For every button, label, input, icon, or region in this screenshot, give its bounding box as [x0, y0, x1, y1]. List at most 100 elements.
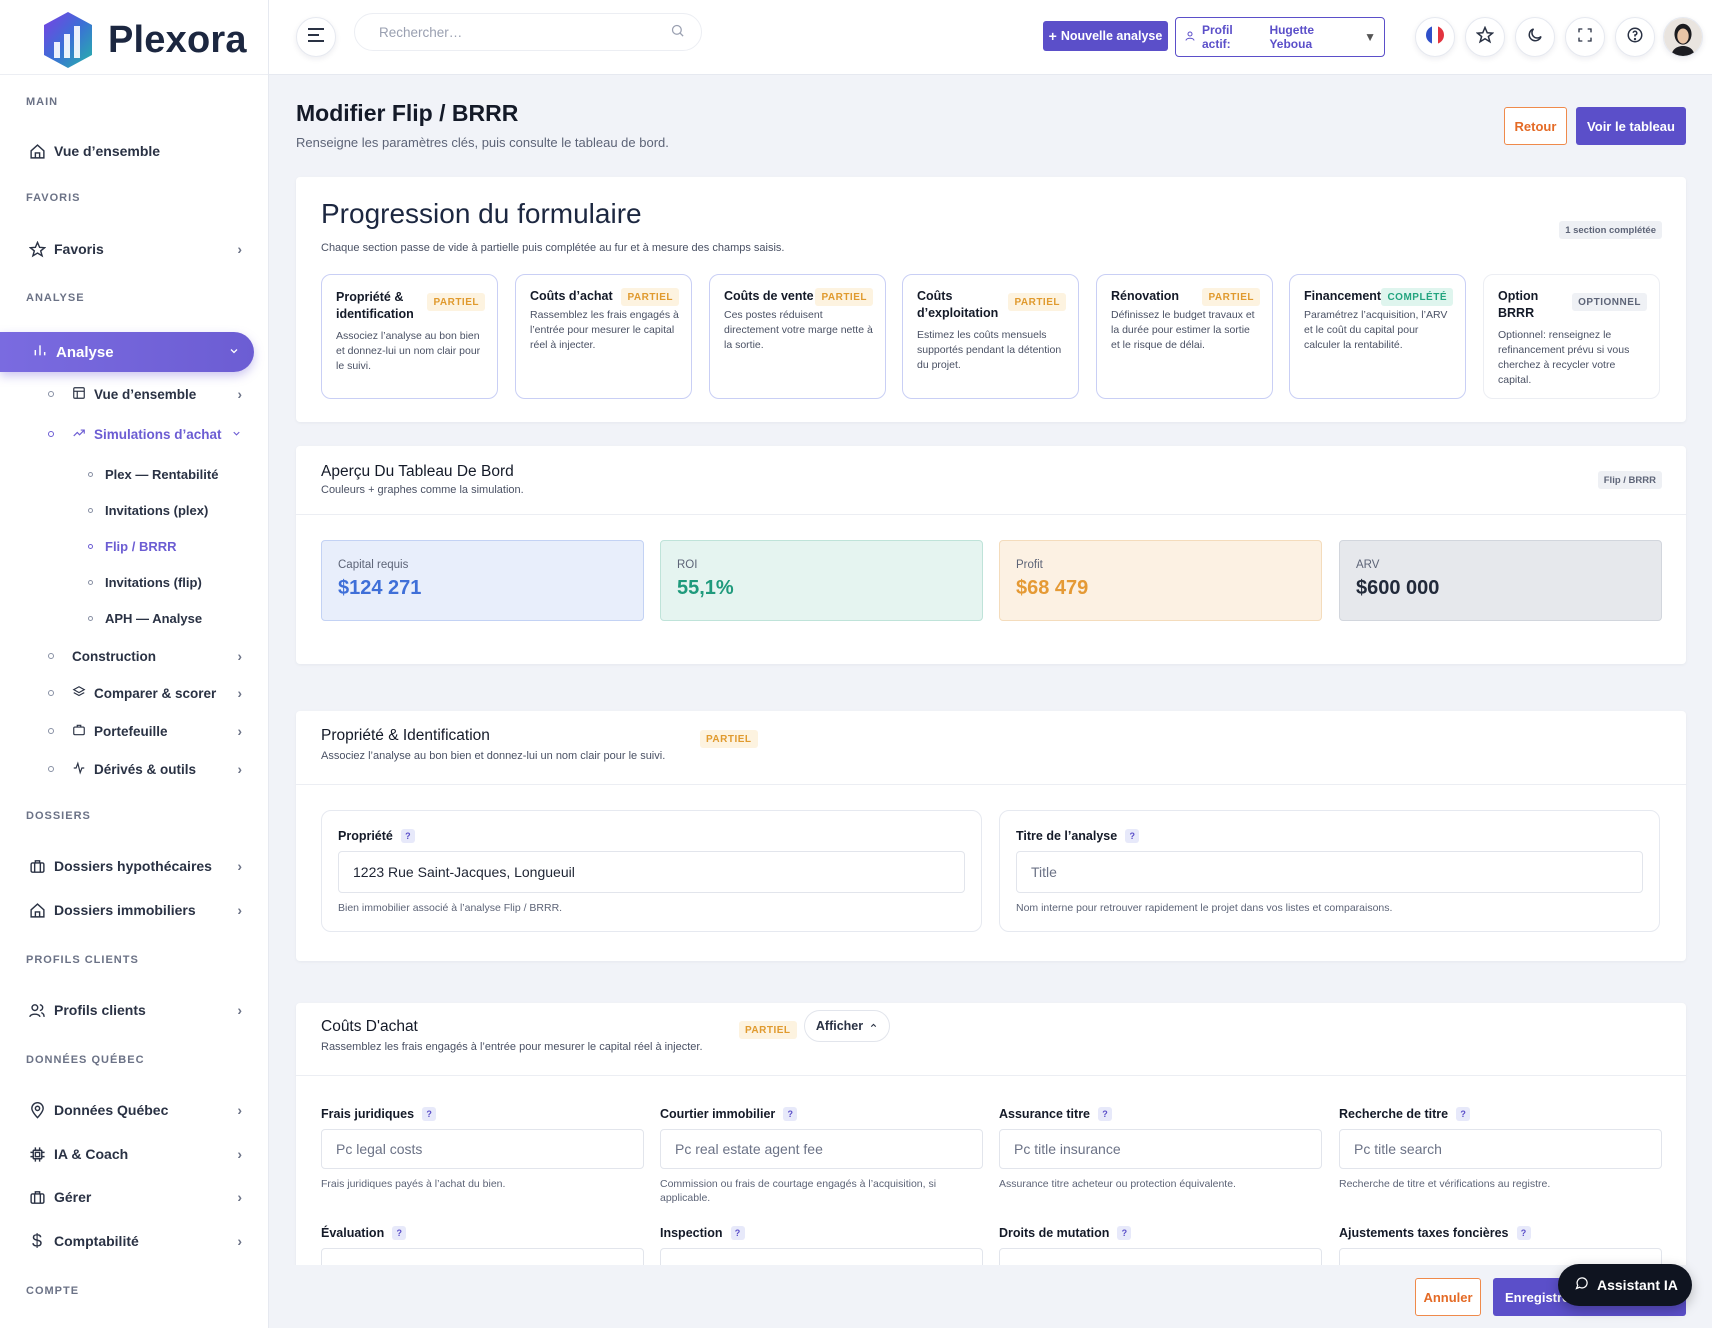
kpi-value: $600 000 — [1356, 577, 1440, 599]
legal-costs-input[interactable]: Pc legal costs — [321, 1129, 644, 1169]
dollar-icon: $ — [31, 1230, 42, 1251]
field-help: Recherche de titre et vérifications au r… — [1339, 1178, 1551, 1190]
sidebar-item-ia-coach[interactable]: IA & Coach › — [28, 1142, 242, 1166]
help-icon[interactable]: ? — [400, 829, 415, 843]
field-label: Frais juridiques? — [321, 1107, 644, 1121]
section-label-dossiers: DOSSIERS — [26, 810, 91, 822]
sidebar-sub-simulations[interactable]: Simulations d’achat — [48, 423, 242, 445]
sidebar-subsub-invitations-flip[interactable]: Invitations (flip) — [88, 572, 202, 592]
field-label-text: Frais juridiques — [321, 1107, 415, 1121]
title-search-input[interactable]: Pc title search — [1339, 1129, 1662, 1169]
sidebar-subsub-invitations-plex[interactable]: Invitations (plex) — [88, 500, 208, 520]
sidebar-item-comptabilite[interactable]: $ Comptabilité › — [28, 1229, 242, 1253]
fullscreen-button[interactable] — [1565, 17, 1605, 57]
back-button[interactable]: Retour — [1504, 107, 1567, 145]
card-divider — [296, 514, 1686, 515]
sidebar-sub-vue-ensemble[interactable]: Vue d’ensemble › — [48, 383, 242, 405]
profile-name: Hugette Yeboua — [1269, 23, 1315, 51]
section-propriete: Propriété & Identification PARTIEL Assoc… — [296, 711, 1686, 961]
avatar[interactable] — [1663, 17, 1703, 57]
sidebar-sub-derives[interactable]: Dérivés & outils › — [48, 758, 242, 780]
help-icon[interactable]: ? — [1516, 1226, 1531, 1240]
kpi-label: Capital requis — [338, 559, 409, 571]
new-analysis-button[interactable]: + Nouvelle analyse — [1043, 21, 1168, 51]
field-label-text: Assurance titre — [999, 1107, 1091, 1121]
home-icon — [28, 901, 46, 919]
progress-step-couts-achat[interactable]: Coûts d’achat PARTIEL Rassemblez les fra… — [515, 274, 692, 399]
trending-up-icon — [72, 426, 86, 443]
section-label-main: MAIN — [26, 96, 59, 108]
help-icon[interactable]: ? — [1117, 1226, 1132, 1240]
app-name: Plexora — [108, 18, 247, 61]
field-frais-juridiques: Frais juridiques? Pc legal costs Frais j… — [321, 1107, 644, 1191]
agent-fee-input[interactable]: Pc real estate agent fee — [660, 1129, 983, 1169]
sidebar-item-dossiers-hypothecaires[interactable]: Dossiers hypothécaires › — [28, 854, 242, 878]
menu-toggle-button[interactable] — [296, 17, 336, 57]
help-icon[interactable]: ? — [783, 1107, 798, 1121]
sidebar-item-vue-ensemble[interactable]: Vue d’ensemble — [28, 139, 242, 163]
cancel-button[interactable]: Annuler — [1415, 1278, 1481, 1316]
chevron-right-icon: › — [237, 685, 243, 701]
language-button[interactable] — [1415, 17, 1455, 57]
search-input[interactable]: Rechercher… — [354, 13, 702, 51]
progress-step-option-brrr[interactable]: Option BRRR OPTIONNEL Optionnel: renseig… — [1483, 274, 1660, 399]
show-toggle-button[interactable]: Afficher — [804, 1010, 890, 1042]
moon-icon — [1526, 26, 1544, 49]
section-subtitle: Rassemblez les frais engagés à l’entrée … — [321, 1041, 703, 1053]
help-icon[interactable]: ? — [422, 1107, 437, 1121]
app-logo[interactable]: Plexora — [40, 6, 247, 74]
kpi-arv: ARV $600 000 — [1339, 540, 1662, 621]
progress-title: Progression du formulaire — [321, 198, 642, 229]
analysis-title-input[interactable]: Title — [1016, 851, 1643, 893]
progress-step-couts-vente[interactable]: Coûts de vente PARTIEL Ces postes réduis… — [709, 274, 886, 399]
sidebar-subsub-plex[interactable]: Plex — Rentabilité — [88, 464, 218, 484]
sidebar-sub-portefeuille[interactable]: Portefeuille › — [48, 720, 242, 742]
active-profile-select[interactable]: Profil actif: Hugette Yeboua ▼ — [1175, 17, 1385, 57]
dark-mode-button[interactable] — [1515, 17, 1555, 57]
progress-step-renovation[interactable]: Rénovation PARTIEL Définissez le budget … — [1096, 274, 1273, 399]
sidebar-item-favoris[interactable]: Favoris › — [28, 237, 242, 261]
title-insurance-input[interactable]: Pc title insurance — [999, 1129, 1322, 1169]
progress-step-propriete[interactable]: Propriété & identification PARTIEL Assoc… — [321, 274, 498, 399]
progress-step-couts-exploitation[interactable]: Coûts d’exploitation PARTIEL Estimez les… — [902, 274, 1079, 399]
sidebar-sub-construction[interactable]: Construction › — [48, 645, 242, 667]
sidebar-sub-label: Portefeuille — [94, 723, 168, 739]
help-icon[interactable]: ? — [1456, 1107, 1471, 1121]
field-propriete: Propriété? 1223 Rue Saint-Jacques, Longu… — [321, 810, 982, 932]
sidebar-sub-comparer[interactable]: Comparer & scorer › — [48, 682, 242, 704]
help-icon[interactable]: ? — [1125, 829, 1140, 843]
field-label-text: Titre de l’analyse — [1016, 829, 1118, 843]
kpi-label: ROI — [677, 559, 698, 571]
kpi-label: ARV — [1356, 559, 1380, 571]
kpi-roi: ROI 55,1% — [660, 540, 983, 621]
dashboard-type-badge: Flip / BRRR — [1597, 471, 1662, 489]
field-help: Commission ou frais de courtage engagés … — [660, 1178, 937, 1204]
user-icon — [1184, 30, 1196, 45]
progress-step-financement[interactable]: Financement COMPLÉTÉ Paramétrez l’acquis… — [1289, 274, 1466, 399]
help-button[interactable] — [1615, 17, 1655, 57]
view-dashboard-button[interactable]: Voir le tableau — [1576, 107, 1686, 145]
sidebar-subsub-aph[interactable]: APH — Analyse — [88, 608, 202, 628]
property-select[interactable]: 1223 Rue Saint-Jacques, Longueuil — [338, 851, 965, 893]
section-title: Coûts D'achat — [321, 1018, 418, 1035]
progress-step-title: Propriété & identification — [336, 290, 414, 321]
sidebar-subsub-flip[interactable]: Flip / BRRR — [88, 536, 177, 556]
assistant-ia-button[interactable]: Assistant IA — [1558, 1264, 1692, 1306]
progress-step-title: Coûts d’exploitation — [917, 289, 999, 320]
sidebar-item-donnees-quebec[interactable]: Données Québec › — [28, 1098, 242, 1122]
sidebar-subsub-label: APH — Analyse — [105, 610, 203, 626]
sidebar-item-profils-clients[interactable]: Profils clients › — [28, 998, 242, 1022]
help-icon[interactable]: ? — [730, 1226, 745, 1240]
field-label: Titre de l’analyse? — [1016, 829, 1643, 843]
field-label: Ajustements taxes foncières? — [1339, 1226, 1662, 1240]
sidebar-item-gerer[interactable]: Gérer › — [28, 1185, 242, 1209]
help-icon[interactable]: ? — [1098, 1107, 1113, 1121]
chevron-right-icon: › — [237, 858, 242, 874]
sidebar-item-analyse[interactable]: Analyse — [0, 332, 254, 372]
help-icon[interactable]: ? — [392, 1226, 407, 1240]
progress-step-title: Coûts d’achat — [530, 289, 613, 303]
favorites-button[interactable] — [1465, 17, 1505, 57]
chevron-right-icon: › — [237, 1102, 242, 1118]
sidebar-item-dossiers-immobiliers[interactable]: Dossiers immobiliers › — [28, 898, 242, 922]
kpi-value: $124 271 — [338, 577, 422, 599]
